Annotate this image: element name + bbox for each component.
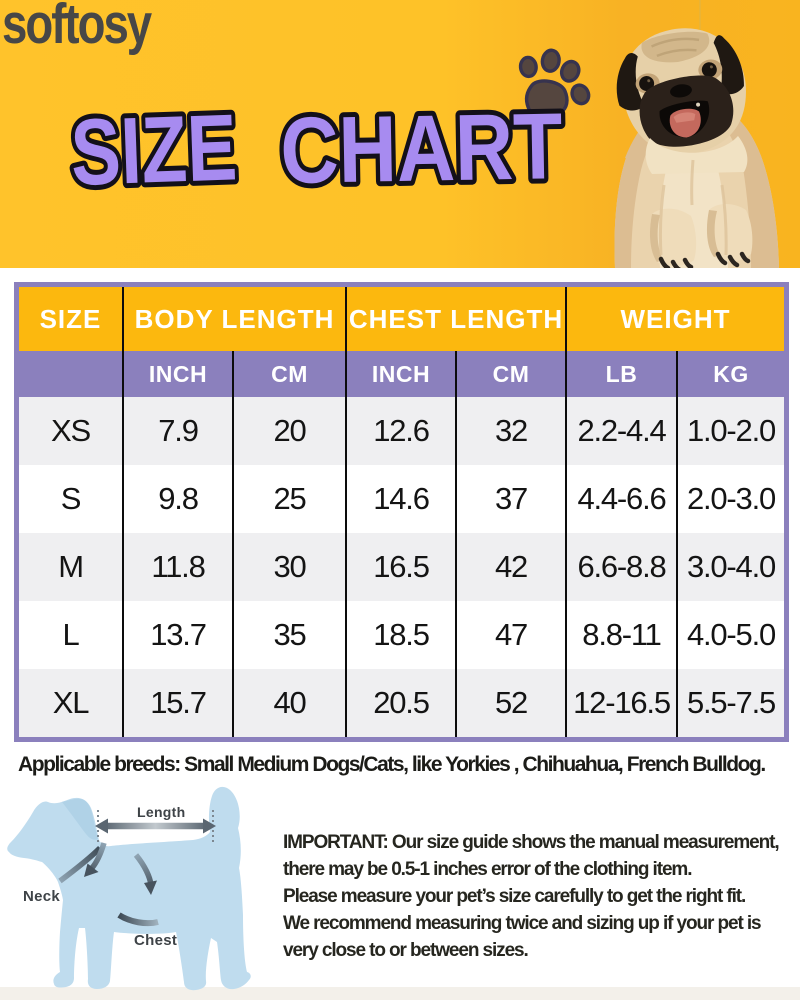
svg-text:SIZE: SIZE	[69, 94, 239, 205]
svg-text:Length: Length	[137, 804, 185, 820]
svg-text:Chest: Chest	[134, 932, 177, 949]
svg-text:CHART: CHART	[280, 93, 564, 203]
svg-text:Neck: Neck	[23, 888, 60, 905]
